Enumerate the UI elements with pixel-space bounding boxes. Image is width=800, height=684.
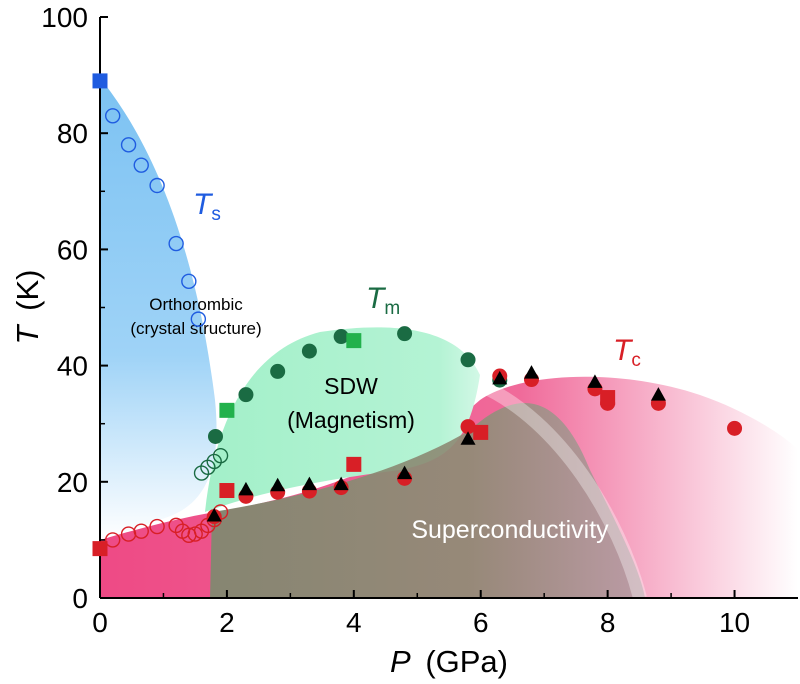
ts-open-circles-point bbox=[149, 177, 165, 194]
y-axis-ticks: 0 20 40 60 80 100 bbox=[41, 2, 108, 614]
tc-label-sub: c bbox=[631, 350, 641, 371]
superconductivity-label: Superconductivity bbox=[411, 516, 609, 544]
x-tick-label: 10 bbox=[719, 607, 750, 638]
ts-label-symbol: T bbox=[193, 188, 214, 221]
tc-black-triangles-point bbox=[587, 374, 603, 388]
x-tick-label: 4 bbox=[346, 607, 362, 638]
tc-red-squares-point bbox=[473, 424, 489, 440]
tc-black-triangles-point bbox=[492, 370, 508, 385]
sdw-label: SDW bbox=[324, 373, 378, 399]
x-tick-label: 6 bbox=[473, 607, 489, 638]
y-tick-label: 0 bbox=[72, 583, 88, 614]
tm-filled-circles-point bbox=[333, 329, 349, 345]
tc-black-triangles-point bbox=[238, 481, 254, 496]
y-tick-label: 100 bbox=[41, 2, 88, 33]
tc-black-triangles-point bbox=[460, 431, 476, 445]
orthorhombic-label: Orthorombic bbox=[149, 295, 243, 314]
tm-green-squares-point bbox=[219, 402, 235, 418]
tc-filled-circles-point bbox=[727, 420, 743, 436]
tm-filled-circles-point bbox=[207, 428, 223, 444]
ts-label: Ts bbox=[193, 188, 221, 225]
tc-red-squares-point bbox=[600, 390, 616, 406]
tm-label-sub: m bbox=[384, 298, 400, 319]
x-axis-ticks: 0 2 4 6 8 10 bbox=[92, 590, 750, 638]
y-tick-label: 80 bbox=[57, 118, 88, 149]
x-tick-label: 0 bbox=[92, 607, 108, 638]
y-axis-symbol: T bbox=[10, 323, 45, 344]
tc-black-triangles-point bbox=[301, 476, 317, 491]
tc-black-triangles-point bbox=[206, 507, 222, 522]
x-axis-title: P (GPa) bbox=[390, 644, 508, 679]
tm-label: Tm bbox=[366, 282, 400, 319]
ts-label-sub: s bbox=[211, 204, 221, 225]
tc-black-triangles-point bbox=[397, 465, 413, 480]
ts-open-circles-point bbox=[181, 273, 197, 290]
tc-red-squares-point bbox=[92, 541, 108, 557]
x-axis-unit: (GPa) bbox=[425, 644, 508, 679]
tc-open-circles-point bbox=[133, 523, 149, 539]
tm-filled-circles-point bbox=[238, 387, 254, 403]
sdw-label-2: (Magnetism) bbox=[287, 407, 415, 433]
x-tick-label: 2 bbox=[219, 607, 235, 638]
tm-filled-circles-point bbox=[460, 352, 476, 368]
tc-red-squares-point bbox=[346, 456, 362, 472]
tm-open-circles-point bbox=[212, 447, 229, 464]
tc-black-triangles-point bbox=[270, 477, 286, 492]
tc-open-circles-point bbox=[149, 518, 165, 535]
orthorhombic-region bbox=[100, 78, 217, 540]
tm-filled-circles-point bbox=[270, 363, 286, 379]
tm-filled-circles-point bbox=[301, 343, 317, 359]
tm-green-squares-point bbox=[346, 333, 362, 349]
y-tick-label: 60 bbox=[57, 234, 88, 265]
tc-open-circles-point bbox=[104, 532, 121, 548]
orthorhombic-label-2: (crystal structure) bbox=[130, 319, 261, 338]
tm-label-symbol: T bbox=[366, 282, 387, 315]
ts-open-circles-point bbox=[120, 137, 137, 153]
x-tick-label: 8 bbox=[600, 607, 616, 638]
ts-open-circles-point bbox=[104, 108, 121, 124]
ts-open-circles-point bbox=[133, 157, 149, 173]
ts-open-circles-point bbox=[168, 235, 184, 252]
y-axis-unit: (K) bbox=[10, 270, 45, 311]
data-markers bbox=[92, 73, 743, 557]
tc-label-symbol: T bbox=[613, 334, 634, 367]
tc-black-triangles-point bbox=[650, 387, 666, 401]
y-tick-label: 20 bbox=[57, 467, 88, 498]
tm-filled-circles-point bbox=[397, 326, 413, 342]
ts-square-point bbox=[92, 73, 108, 89]
y-tick-label: 40 bbox=[57, 351, 88, 382]
tc-label: Tc bbox=[613, 334, 641, 371]
tc-black-triangles-point bbox=[333, 476, 349, 491]
ts-open-circles-point bbox=[190, 311, 207, 327]
tc-red-squares-point bbox=[219, 483, 235, 499]
sc-fade-boundary bbox=[477, 378, 647, 598]
x-axis-symbol: P bbox=[390, 644, 411, 679]
y-axis-title: T (K) bbox=[10, 270, 45, 345]
tc-black-triangles-point bbox=[523, 365, 539, 379]
overlap-region bbox=[210, 403, 645, 598]
tc-filled-circles-point bbox=[460, 419, 476, 435]
